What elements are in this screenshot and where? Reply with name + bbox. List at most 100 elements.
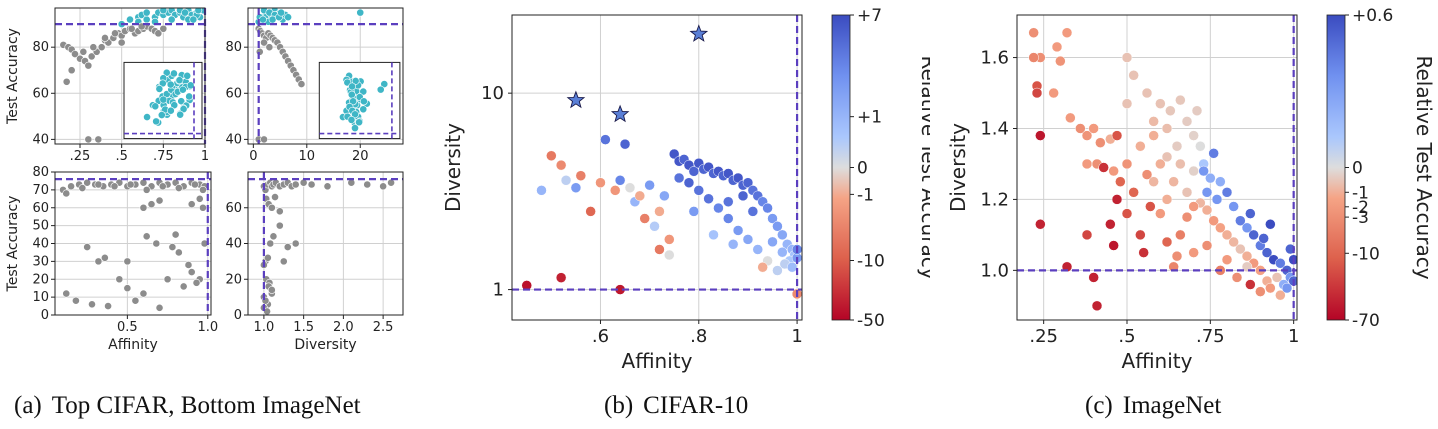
data-point: [1108, 240, 1119, 251]
data-point: [1205, 172, 1216, 184]
colorbar-tick-label: -50: [857, 311, 885, 331]
data-point: [1121, 158, 1133, 170]
axes-frame: [247, 7, 404, 145]
imagenet-point: [195, 194, 204, 203]
data-point: [1081, 130, 1093, 141]
data-point: [585, 206, 596, 217]
x-tick-label: 1.5: [293, 320, 314, 335]
x-tick-label: 0.5: [117, 320, 138, 335]
data-point: [1221, 229, 1233, 241]
imagenet-point: [115, 275, 124, 284]
imagenet-point: [279, 257, 288, 266]
data-point: [1188, 201, 1199, 212]
imagenet-point: [168, 243, 177, 251]
data-point: [1138, 247, 1149, 258]
data-point: [1148, 116, 1159, 127]
inset-point: [151, 102, 160, 111]
imagenet-point: [71, 50, 79, 59]
data-point: [1188, 130, 1199, 141]
data-point: [1165, 105, 1176, 117]
imagenet-point: [187, 200, 196, 209]
data-point: [713, 202, 724, 214]
inset-point: [359, 97, 368, 106]
imagenet-point: [271, 193, 279, 201]
data-point: [1181, 187, 1193, 198]
colorbar-tick-label: +1: [857, 108, 882, 128]
imagenet-point: [154, 29, 163, 38]
data-point: [1081, 158, 1093, 170]
imagenet-point: [269, 232, 278, 241]
y-tick-label: 80: [32, 40, 49, 55]
imagenet-point: [152, 239, 161, 248]
axes-frame: [511, 14, 803, 321]
data-point: [703, 193, 714, 205]
data-point: [1201, 204, 1213, 216]
data-point: [742, 177, 754, 188]
imagenet-point: [199, 185, 207, 194]
imagenet-point: [266, 239, 275, 248]
cifar-point: [284, 13, 292, 22]
data-point: [693, 185, 705, 196]
imagenet-point: [155, 303, 164, 312]
data-point: [1188, 247, 1199, 258]
inset-point: [176, 110, 185, 119]
data-point: [609, 185, 621, 196]
data-point: [1265, 282, 1276, 294]
data-point: [1221, 254, 1233, 265]
y-tick-label: 80: [225, 40, 242, 55]
points-layer: [521, 24, 802, 300]
subplot-a-bottom-right: 1.0 1.5 2.0 2.5 0 20 40 60 Diversity: [225, 171, 404, 353]
y-axis-label: Diversity: [946, 123, 970, 212]
data-point: [1228, 201, 1239, 212]
imagenet-point: [263, 307, 271, 315]
imagenet-point: [131, 296, 140, 305]
inset-point: [376, 85, 385, 94]
imagenet-point: [79, 47, 88, 56]
data-point: [1191, 105, 1203, 117]
colorbar-label: Relative Test Accuracy: [1412, 55, 1436, 279]
data-point: [1135, 229, 1146, 241]
imagenet-point: [127, 24, 136, 33]
data-point: [688, 206, 700, 217]
inset-point: [170, 69, 178, 78]
data-point: [1248, 229, 1259, 241]
data-point: [1271, 272, 1283, 283]
data-point: [600, 134, 611, 145]
data-point: [595, 177, 606, 188]
colorbar-tick-label: +0.6: [1352, 6, 1393, 26]
imagenet-point: [159, 24, 168, 33]
y-tick-label: 60: [32, 201, 49, 216]
imagenet-point: [62, 289, 71, 298]
imagenet-point: [267, 286, 276, 294]
imagenet-point: [111, 29, 119, 38]
colorbar-tick-label: -1: [1352, 183, 1369, 203]
inset-point: [155, 85, 164, 93]
data-point: [634, 190, 646, 202]
imagenet-point: [67, 182, 75, 191]
data-point: [570, 182, 582, 193]
imagenet-point: [72, 296, 80, 305]
imagenet-point: [126, 180, 135, 189]
data-point: [614, 175, 626, 186]
x-tick-label: 1.0: [254, 320, 275, 335]
x-axis-label: Affinity: [108, 337, 158, 353]
cifar-point: [126, 15, 134, 24]
data-point: [767, 236, 778, 248]
subplot-a-top-left: .25 .5 .75 1 40 60 80 Test Accuracy: [5, 7, 209, 164]
imagenet-point: [291, 180, 300, 189]
y-tick-label: 10: [32, 290, 49, 305]
imagenet-point: [142, 185, 151, 194]
inset-point: [348, 82, 356, 91]
data-point: [1111, 194, 1123, 205]
y-axis-label: Test Accuracy: [5, 196, 21, 293]
data-point: [1168, 176, 1179, 187]
data-point: [1175, 158, 1186, 170]
data-point: [1145, 201, 1156, 212]
data-point: [708, 229, 719, 241]
cifar-point: [142, 15, 151, 24]
inset-point: [351, 110, 359, 119]
imagenet-point: [142, 232, 151, 241]
x-tick-label: 1: [791, 326, 802, 347]
inset-point: [143, 113, 151, 121]
data-point: [752, 244, 764, 255]
